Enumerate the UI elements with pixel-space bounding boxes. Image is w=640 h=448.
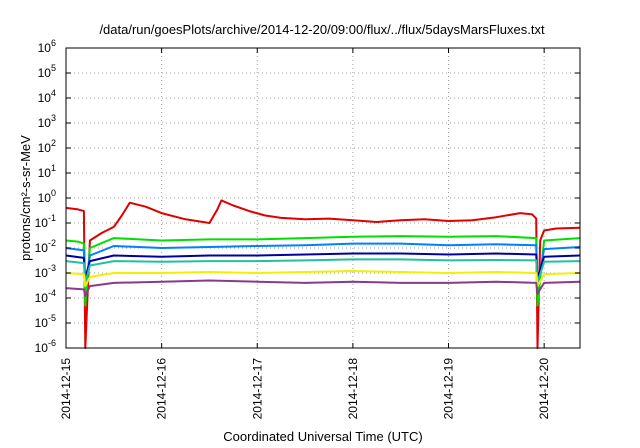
y-tick-label: 10-1 xyxy=(35,213,56,230)
y-tick-label: 10-5 xyxy=(35,313,56,330)
x-axis-title: Coordinated Universal Time (UTC) xyxy=(223,429,422,444)
x-tick-label: 2014-12-15 xyxy=(59,358,73,420)
x-tick-label: 2014-12-16 xyxy=(155,358,169,420)
x-tick-label: 2014-12-17 xyxy=(250,358,264,420)
y-tick-label: 100 xyxy=(38,188,56,205)
chart-title: /data/run/goesPlots/archive/2014-12-20/0… xyxy=(99,22,545,37)
y-tick-label: 104 xyxy=(38,88,56,105)
series-line-1 xyxy=(65,199,581,349)
y-tick-label: 102 xyxy=(38,138,56,155)
y-axis-ticks: 10-6 10-5 10-4 10-3 10-2 10-1 100 101 102 103 104 1… xyxy=(35,38,580,355)
y-tick-label: 10-6 xyxy=(35,338,56,355)
y-axis-title: protons/cm²-s-sr-MeV xyxy=(18,135,33,261)
y-tick-label: 103 xyxy=(38,113,56,130)
series-line-5 xyxy=(65,258,581,284)
series-line-6 xyxy=(65,270,581,288)
y-tick-label: 105 xyxy=(38,63,56,80)
x-tick-label: 2014-12-19 xyxy=(442,358,456,420)
x-tick-label: 2014-12-20 xyxy=(537,358,551,420)
y-tick-label: 106 xyxy=(38,38,56,55)
y-tick-label: 10-3 xyxy=(35,263,56,280)
series-line-7 xyxy=(65,279,581,297)
x-tick-label: 2014-12-18 xyxy=(346,358,360,420)
y-tick-label: 10-2 xyxy=(35,238,56,255)
y-tick-label: 10-4 xyxy=(35,288,56,305)
data-series xyxy=(65,199,581,349)
x-axis-ticks: 2014-12-15 2014-12-16 2014-12-17 2014-12-18… xyxy=(59,48,551,419)
y-tick-label: 101 xyxy=(38,163,56,180)
grid-lines xyxy=(65,48,580,348)
